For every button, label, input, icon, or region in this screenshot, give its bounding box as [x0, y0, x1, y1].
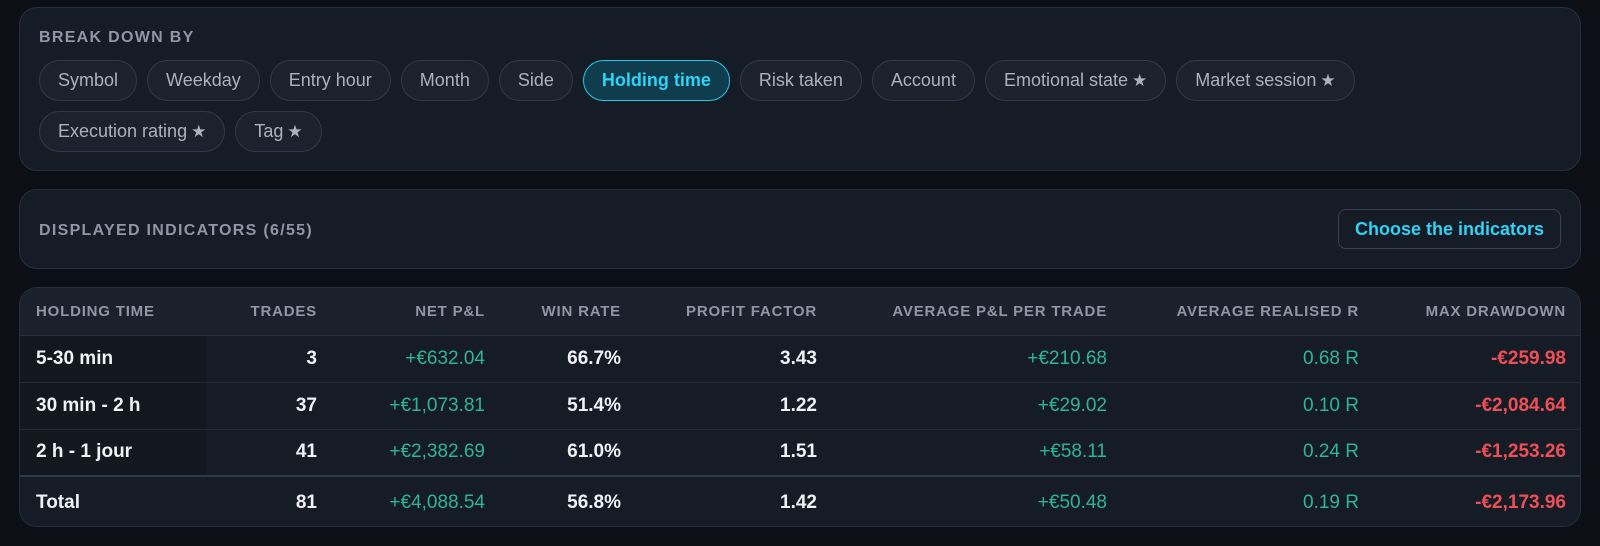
- chip-execution-rating[interactable]: Execution rating ★: [39, 111, 226, 152]
- table-row: 30 min - 2 h 37 +€1,073.81 51.4% 1.22 +€…: [20, 382, 1580, 430]
- col-header-trades[interactable]: TRADES: [206, 288, 333, 336]
- col-header-avg-pnl[interactable]: AVERAGE P&L PER TRADE: [833, 288, 1123, 336]
- col-header-holding-time[interactable]: HOLDING TIME: [20, 288, 206, 336]
- chip-label: Side: [517, 70, 554, 90]
- chip-risk-taken[interactable]: Risk taken: [739, 60, 862, 101]
- cell-win-rate: 51.4%: [501, 382, 637, 430]
- col-header-profit-factor[interactable]: PROFIT FACTOR: [637, 288, 833, 336]
- cell-holding-time: 2 h - 1 jour: [20, 429, 206, 477]
- cell-avg-r: 0.19 R: [1123, 475, 1375, 526]
- cell-max-drawdown: -€259.98: [1375, 335, 1580, 383]
- cell-max-drawdown: -€2,173.96: [1375, 475, 1580, 526]
- cell-profit-factor: 1.22: [637, 382, 833, 430]
- cell-win-rate: 61.0%: [501, 429, 637, 477]
- cell-avg-pnl: +€210.68: [833, 335, 1123, 383]
- chip-market-session[interactable]: Market session ★: [1176, 60, 1355, 101]
- cell-avg-pnl: +€50.48: [833, 475, 1123, 526]
- star-icon: ★: [287, 122, 303, 141]
- cell-profit-factor: 1.42: [637, 475, 833, 526]
- cell-net-pnl: +€4,088.54: [333, 475, 501, 526]
- star-icon: ★: [191, 122, 207, 141]
- chip-symbol[interactable]: Symbol: [39, 60, 138, 101]
- cell-holding-time: 5-30 min: [20, 335, 206, 383]
- chip-label: Execution rating: [58, 121, 188, 141]
- cell-profit-factor: 1.51: [637, 429, 833, 477]
- chip-emotional-state[interactable]: Emotional state ★: [984, 60, 1167, 101]
- chip-holding-time[interactable]: Holding time: [582, 60, 730, 101]
- cell-total-label: Total: [20, 475, 206, 526]
- cell-max-drawdown: -€2,084.64: [1375, 382, 1580, 430]
- table-row: 2 h - 1 jour 41 +€2,382.69 61.0% 1.51 +€…: [20, 429, 1580, 477]
- cell-trades: 81: [206, 475, 333, 526]
- cell-avg-pnl: +€58.11: [833, 429, 1123, 477]
- indicators-panel: DISPLAYED INDICATORS (6/55) Choose the i…: [19, 189, 1581, 269]
- cell-avg-r: 0.68 R: [1123, 335, 1375, 383]
- col-header-win-rate[interactable]: WIN RATE: [501, 288, 637, 336]
- chip-label: Weekday: [166, 70, 241, 90]
- cell-trades: 37: [206, 382, 333, 430]
- cell-trades: 3: [206, 335, 333, 383]
- cell-max-drawdown: -€1,253.26: [1375, 429, 1580, 477]
- col-header-avg-r[interactable]: AVERAGE REALISED R: [1123, 288, 1375, 336]
- breakdown-title: BREAK DOWN BY: [39, 29, 195, 46]
- indicators-title: DISPLAYED INDICATORS (6/55): [39, 222, 313, 239]
- cell-net-pnl: +€2,382.69: [333, 429, 501, 477]
- star-icon: ★: [1320, 71, 1336, 90]
- cell-trades: 41: [206, 429, 333, 477]
- chip-entry-hour[interactable]: Entry hour: [269, 60, 391, 101]
- table-row: 5-30 min 3 +€632.04 66.7% 3.43 +€210.68 …: [20, 335, 1580, 383]
- chip-tag[interactable]: Tag ★: [235, 111, 322, 152]
- col-header-net-pnl[interactable]: NET P&L: [333, 288, 501, 336]
- chip-label: Tag: [254, 121, 284, 141]
- cell-net-pnl: +€632.04: [333, 335, 501, 383]
- chip-weekday[interactable]: Weekday: [147, 60, 260, 101]
- table-header-row: HOLDING TIME TRADES NET P&L WIN RATE PRO…: [20, 288, 1580, 336]
- cell-profit-factor: 3.43: [637, 335, 833, 383]
- cell-avg-r: 0.24 R: [1123, 429, 1375, 477]
- chip-label: Symbol: [58, 70, 119, 90]
- cell-win-rate: 56.8%: [501, 475, 637, 526]
- cell-holding-time: 30 min - 2 h: [20, 382, 206, 430]
- breakdown-table-panel: HOLDING TIME TRADES NET P&L WIN RATE PRO…: [19, 287, 1581, 527]
- chip-label: Market session: [1195, 70, 1317, 90]
- cell-net-pnl: +€1,073.81: [333, 382, 501, 430]
- star-icon: ★: [1132, 71, 1148, 90]
- chip-label: Month: [419, 70, 470, 90]
- chip-label: Holding time: [601, 70, 711, 90]
- cell-win-rate: 66.7%: [501, 335, 637, 383]
- cell-avg-r: 0.10 R: [1123, 382, 1375, 430]
- chip-label: Entry hour: [288, 70, 372, 90]
- chip-side[interactable]: Side: [498, 60, 573, 101]
- cell-avg-pnl: +€29.02: [833, 382, 1123, 430]
- choose-indicators-button[interactable]: Choose the indicators: [1337, 209, 1561, 249]
- breakdown-panel: BREAK DOWN BY Symbol Weekday Entry hour …: [19, 7, 1581, 171]
- chip-month[interactable]: Month: [400, 60, 489, 101]
- table-total-row: Total 81 +€4,088.54 56.8% 1.42 +€50.48 0…: [20, 475, 1580, 526]
- chip-label: Account: [890, 70, 956, 90]
- chip-label: Emotional state: [1003, 70, 1129, 90]
- col-header-max-drawdown[interactable]: MAX DRAWDOWN: [1375, 288, 1580, 336]
- breakdown-table: HOLDING TIME TRADES NET P&L WIN RATE PRO…: [20, 288, 1580, 526]
- breakdown-chip-group: Symbol Weekday Entry hour Month Side Hol…: [39, 60, 1459, 152]
- chip-label: Risk taken: [758, 70, 843, 90]
- chip-account[interactable]: Account: [871, 60, 975, 101]
